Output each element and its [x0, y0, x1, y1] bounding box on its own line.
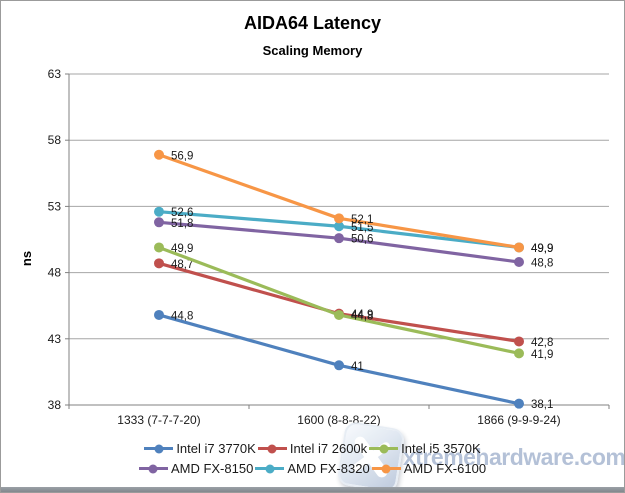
data-label: 49,9 — [171, 243, 193, 255]
data-label: 50,6 — [351, 234, 373, 246]
data-label: 38,1 — [531, 399, 553, 411]
series-amd-fx-6100: 56,9 52,1 49,9 — [154, 149, 553, 255]
watermark: xtremehardware.com — [336, 420, 625, 492]
data-point-intel-i5-3570k-1 — [334, 309, 344, 320]
legend-marker-icon — [371, 463, 401, 474]
data-label: 52,6 — [171, 207, 193, 219]
legend-item-intel-i7-3770k: Intel i7 3770K — [144, 441, 256, 456]
x-category-label: 1866 (9-9-9-24) — [477, 413, 560, 427]
bottom-border-strip — [1, 487, 624, 492]
series-line-intel-i7-3770k — [157, 313, 521, 406]
legend-label: AMD FX-8150 — [170, 461, 254, 476]
series-amd-fx-8150: 51,8 50,6 48,8 — [154, 217, 553, 270]
chart-title: AIDA64 Latency — [243, 13, 382, 33]
series-line-intel-i5-3570k — [157, 245, 521, 355]
data-point-amd-fx-6100-1 — [334, 213, 344, 224]
legend-label: AMD FX-8320 — [287, 461, 370, 476]
chart-legend: Intel i7 3770K Intel i7 2600k Intel i5 357… — [1, 441, 624, 476]
data-point-amd-fx-8150-0 — [154, 217, 164, 228]
legend-marker-icon — [257, 443, 287, 454]
data-point-intel-i7-3770k-0 — [154, 309, 164, 320]
data-label: 42,8 — [531, 337, 553, 349]
legend-label: Intel i5 3570K — [401, 441, 481, 456]
legend-item-amd-fx-8150: AMD FX-8150 — [138, 461, 254, 476]
legend-label: AMD FX-6100 — [403, 461, 487, 476]
legend-label: Intel i7 3770K — [176, 441, 256, 456]
chart-subtitle: Scaling Memory — [262, 43, 363, 58]
series-intel-i7-2600k: 48,744,942,8 — [154, 258, 553, 349]
y-tick-label: 43 — [48, 332, 62, 346]
legend-label: Intel i7 2600k — [289, 441, 368, 456]
legend-item-intel-i5-3570k: Intel i5 3570K — [369, 441, 481, 456]
data-label: 41 — [351, 361, 364, 373]
data-label: 52,1 — [351, 214, 373, 226]
data-label: 49,9 — [531, 243, 553, 255]
data-point-amd-fx-8320-1 — [334, 221, 344, 232]
series-intel-i5-3570k: 49,9 44,8 41,9 — [154, 242, 553, 361]
data-label: 44,8 — [351, 310, 373, 322]
y-tick-label: 53 — [48, 199, 62, 213]
series-intel-i7-3770k: 44,8 41 38,1 — [154, 309, 553, 411]
legend-row: Intel i7 3770K Intel i7 2600k Intel i5 357… — [143, 441, 481, 456]
legend-marker-icon — [255, 463, 285, 474]
legend-marker-icon — [369, 443, 399, 454]
legend-marker-icon — [144, 443, 174, 454]
data-point-amd-fx-8320-0 — [154, 206, 164, 217]
legend-row: AMD FX-8150 AMD FX-8320 AMD FX-6100 — [138, 461, 487, 476]
data-point-intel-i7-3770k-2 — [514, 398, 524, 409]
y-tick-label: 38 — [48, 398, 62, 412]
data-point-intel-i5-3570k-0 — [154, 242, 164, 253]
data-label: 51,8 — [171, 218, 193, 230]
data-point-intel-i7-3770k-1 — [334, 360, 344, 371]
legend-item-amd-fx-8320: AMD FX-8320 — [255, 461, 370, 476]
data-label: 44,8 — [171, 310, 193, 322]
legend-marker-icon — [138, 463, 168, 474]
data-label: 51,5 — [351, 222, 373, 234]
data-point-intel-i7-2600k-2 — [514, 336, 524, 347]
legend-item-intel-i7-2600k: Intel i7 2600k — [257, 441, 368, 456]
axes — [65, 73, 610, 409]
data-point-amd-fx-6100-0 — [154, 149, 164, 160]
data-point-intel-i5-3570k-2 — [514, 348, 524, 359]
y-tick-label: 48 — [48, 266, 62, 280]
data-point-amd-fx-6100-2 — [514, 242, 524, 253]
watermark-text: xtremehardware.com — [403, 443, 625, 470]
y-tick-label: 63 — [48, 67, 62, 81]
data-label: 48,8 — [531, 258, 553, 270]
data-point-intel-i7-2600k-0 — [154, 258, 164, 269]
gridlines — [69, 73, 609, 406]
data-label: 49,9 — [531, 243, 553, 255]
data-point-amd-fx-8150-2 — [514, 257, 524, 268]
data-label: 56,9 — [171, 150, 193, 162]
data-point-amd-fx-8150-1 — [334, 233, 344, 244]
data-label: 48,7 — [171, 259, 193, 271]
data-label: 41,9 — [531, 349, 553, 361]
legend-item-amd-fx-6100: AMD FX-6100 — [371, 461, 487, 476]
y-tick-label: 58 — [48, 133, 62, 147]
x-category-label: 1333 (7-7-7-20) — [117, 413, 200, 427]
